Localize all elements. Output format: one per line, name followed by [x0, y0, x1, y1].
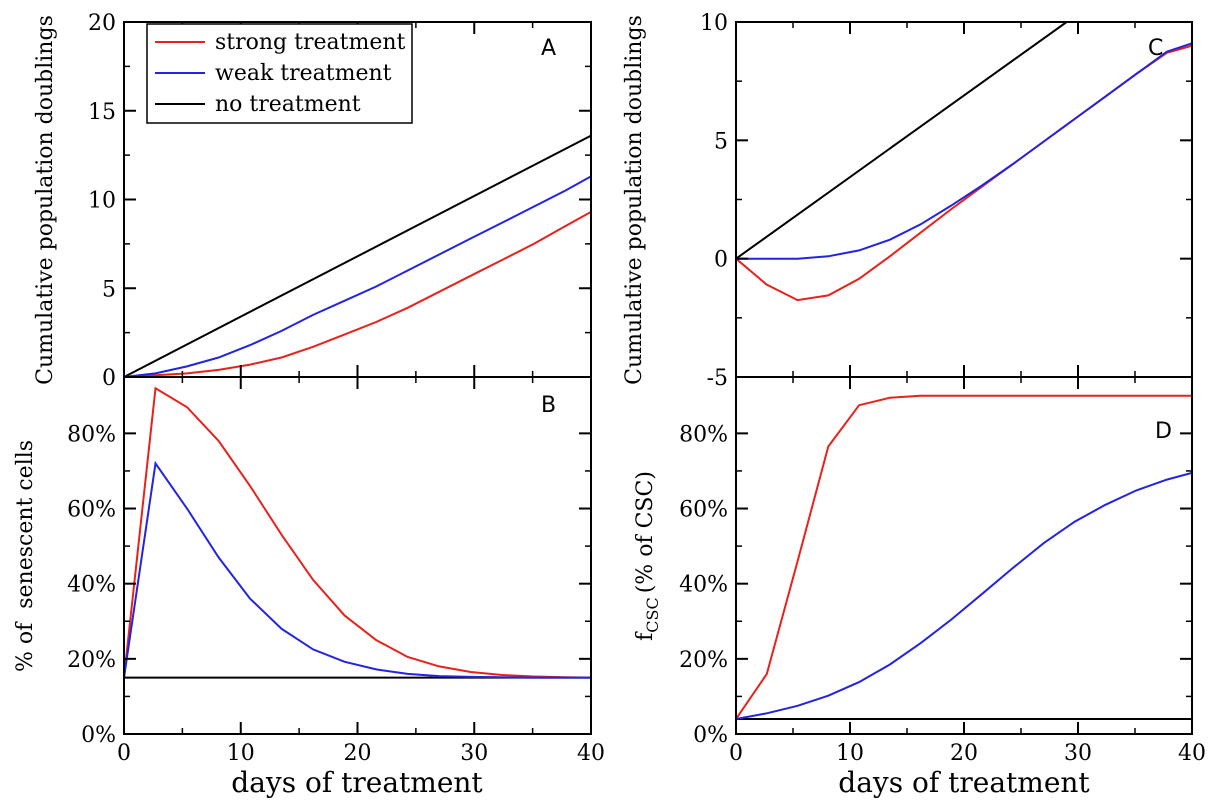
panel-c: -5 0 5 10 C Cumulative population doublings [622, 11, 1193, 391]
legend-label-none: no treatment [215, 92, 361, 117]
panel-d-ytick-label: 60% [679, 498, 728, 523]
panel-c-ylabel: Cumulative population doublings [622, 15, 647, 385]
panel-b-series [124, 386, 591, 679]
panel-d-series [736, 394, 1192, 720]
panel-a-ytick-label: 15 [88, 100, 116, 125]
panel-b-ylabel: % of senescent cells [13, 440, 38, 672]
panel-b-ytick-label: 20% [67, 648, 116, 673]
panel-a-ylabel: Cumulative population doublings [33, 15, 58, 385]
panel-a-ytick-label: 0 [102, 366, 116, 391]
panel-b-xtick-label: 0 [117, 741, 131, 766]
panel-d-ylabel: fCSC (% of CSC) [633, 471, 662, 641]
panel-d-xtick-label: 10 [836, 741, 864, 766]
panel-b-xtick-label: 40 [577, 741, 605, 766]
panel-b-xtick-label: 30 [460, 741, 488, 766]
panel-d-frame [735, 376, 1193, 735]
panel-b-xtick-label: 10 [227, 741, 255, 766]
panel-c-letter: C [1148, 36, 1163, 61]
panel-c-ytick-label: -5 [707, 366, 728, 391]
panel-c-series [736, 22, 1192, 302]
panel-b: 0% 20% 40% 60% 80% 0 10 20 30 40 B % of senescent… [13, 376, 605, 799]
panel-b-letter: B [541, 393, 556, 418]
panel-d-ticks: 0% 20% 40% 60% 80% 0 10 20 30 40 [679, 377, 1206, 766]
panel-b-ytick-label: 80% [67, 422, 116, 447]
panel-d-xlabel: days of treatment [838, 766, 1090, 799]
panel-d-xtick-label: 30 [1064, 741, 1092, 766]
panel-d-xtick-label: 40 [1178, 741, 1206, 766]
panel-c-ytick-label: 0 [714, 248, 728, 273]
panel-b-xtick-label: 20 [344, 741, 372, 766]
panel-c-series-none [736, 22, 1068, 260]
panel-d-xtick-label: 20 [950, 741, 978, 766]
panel-a-series-strong [124, 211, 591, 377]
panel-d-series-strong [736, 394, 1192, 720]
panel-c-ticks: -5 0 5 10 [700, 11, 1193, 391]
panel-d-xtick-label: 0 [729, 741, 743, 766]
panel-a: 0 5 10 15 20 A Cumulative population doublin… [33, 11, 592, 391]
panel-a-ticks: 0 5 10 15 20 [88, 11, 592, 391]
panel-d-ytick-label: 20% [679, 648, 728, 673]
panel-c-series-weak [736, 42, 1192, 260]
panel-a-series-weak [124, 175, 591, 377]
legend: strong treatment weak treatment no treat… [146, 23, 413, 124]
panel-b-ytick-label: 40% [67, 573, 116, 598]
legend-label-strong: strong treatment [215, 30, 406, 55]
panel-b-ytick-label: 60% [67, 498, 116, 523]
panel-d-letter: D [1155, 419, 1172, 444]
panel-d-ytick-label: 80% [679, 422, 728, 447]
panel-a-letter: A [541, 36, 556, 61]
panel-b-xlabel: days of treatment [231, 766, 483, 799]
panel-d-ylabel-rest: (% of CSC) [633, 471, 658, 593]
panel-a-ytick-label: 5 [102, 277, 116, 302]
panel-a-ytick-label: 20 [88, 11, 116, 36]
panel-d-ytick-label: 40% [679, 573, 728, 598]
panel-d: 0% 20% 40% 60% 80% 0 10 20 30 40 D fCSC (% of CSC)… [633, 376, 1206, 799]
panel-b-series-strong [124, 386, 591, 679]
panel-c-ytick-label: 10 [700, 11, 728, 36]
panel-b-frame [123, 376, 592, 735]
panel-d-ytick-label: 0% [693, 723, 728, 748]
panel-d-series-weak [736, 471, 1192, 720]
panel-b-ytick-label: 0% [81, 723, 116, 748]
panel-a-ytick-label: 10 [88, 189, 116, 214]
legend-label-weak: weak treatment [215, 61, 392, 86]
panel-d-ylabel-main: f [633, 631, 658, 641]
panel-b-series-weak [124, 460, 591, 679]
panel-a-series-none [124, 134, 591, 377]
panel-a-series [124, 134, 591, 377]
panel-b-ticks: 0% 20% 40% 60% 80% 0 10 20 30 40 [67, 377, 605, 766]
panel-d-ylabel-sub: CSC [643, 597, 662, 632]
panel-c-ytick-label: 5 [714, 129, 728, 154]
